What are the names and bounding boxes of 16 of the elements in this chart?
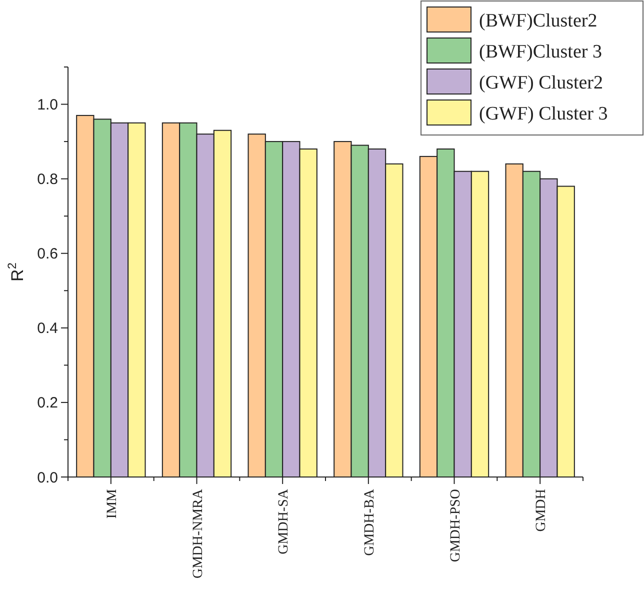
y-tick-label: 0.0 — [37, 469, 58, 486]
y-tick-label: 0.8 — [37, 171, 58, 188]
x-tick-label: GMDH-SA — [276, 488, 292, 554]
y-tick-label: 0.4 — [37, 320, 58, 338]
x-tick-label: GMDH-BA — [362, 488, 378, 556]
y-tick-label: 1.0 — [37, 96, 58, 114]
legend-label: (GWF) Cluster2 — [479, 72, 604, 94]
legend-label: (BWF)Cluster2 — [479, 10, 598, 32]
legend-label: (BWF)Cluster 3 — [479, 42, 602, 63]
y-tick-label: 0.6 — [37, 246, 58, 263]
x-tick-label: GMDH-NMRA — [190, 488, 206, 578]
y-tick-label: 0.2 — [37, 394, 58, 412]
x-tick-label: IMM — [104, 488, 120, 519]
x-tick-label: GMDH — [534, 489, 550, 532]
legend-label: (GWF) Cluster 3 — [479, 104, 608, 125]
x-tick-label: GMDH-PSO — [448, 489, 464, 562]
